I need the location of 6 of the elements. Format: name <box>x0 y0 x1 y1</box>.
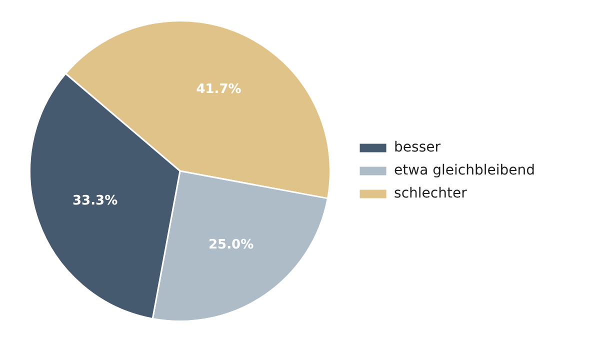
legend-label: schlechter <box>394 186 468 202</box>
data-label: 33.3% <box>72 194 118 209</box>
legend-label: etwa gleichbleibend <box>394 162 536 179</box>
data-label: 41.7% <box>196 82 242 97</box>
legend-label: besser <box>394 140 441 156</box>
data-label: 25.0% <box>208 238 254 253</box>
